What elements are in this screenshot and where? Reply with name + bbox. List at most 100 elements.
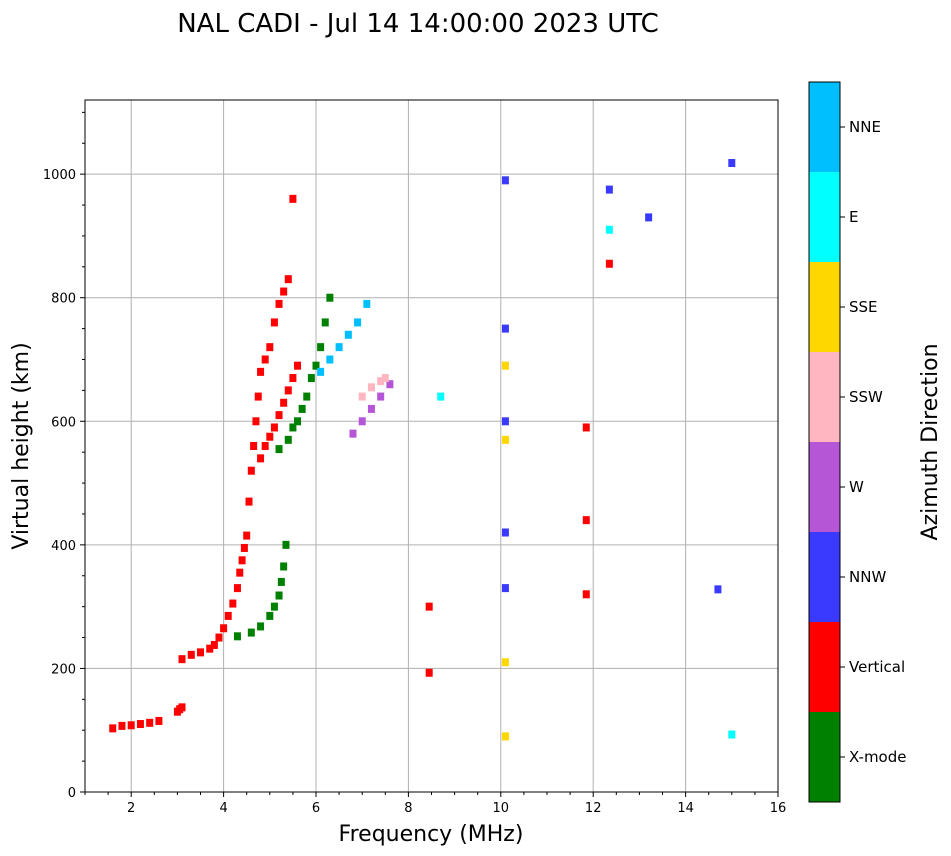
data-point-vertical <box>257 454 265 463</box>
data-point-vertical <box>197 648 204 657</box>
colorbar-swatch-nne <box>809 82 840 172</box>
x-tick-label: 16 <box>770 801 787 816</box>
x-tick-label: 14 <box>677 801 694 816</box>
data-point-w <box>367 404 375 413</box>
data-point-vertical <box>109 724 117 733</box>
x-axis: 2 4 6 8 10 12 14 16 <box>84 792 787 816</box>
data-point-vertical <box>224 611 232 620</box>
colorbar-frame <box>808 81 841 803</box>
data-point-x-mode <box>294 417 302 426</box>
y-tick-label: 0 <box>68 786 76 801</box>
data-point-ssw <box>367 383 375 392</box>
x-tick-label: 6 <box>312 801 320 816</box>
data-point-vertical <box>178 655 186 664</box>
x-tick-label: 2 <box>127 801 135 816</box>
colorbar-tick-label: X-mode <box>849 748 906 766</box>
data-point-vertical <box>240 543 248 552</box>
data-point-sse <box>501 658 509 667</box>
data-point-x-mode <box>326 293 334 302</box>
data-point-nnw <box>605 185 613 194</box>
data-point-nne <box>363 299 371 308</box>
data-point-vertical <box>215 633 223 642</box>
colorbar-tick-label: SSE <box>849 298 878 316</box>
colorbar-swatch-e <box>809 172 840 262</box>
data-point-e <box>605 225 613 234</box>
data-point-nnw <box>714 585 722 594</box>
data-point-vertical <box>582 423 590 432</box>
data-point-vertical <box>261 355 269 364</box>
data-point-x-mode <box>275 445 283 454</box>
data-point-sse <box>501 732 509 741</box>
data-point-vertical <box>261 442 269 450</box>
data-point-vertical <box>280 398 288 407</box>
data-point-x-mode <box>284 435 292 444</box>
data-point-x-mode <box>321 318 329 327</box>
data-point-vertical <box>245 497 253 506</box>
data-point-vertical <box>206 644 214 653</box>
data-point-x-mode <box>289 423 297 432</box>
chart-title: NAL CADI - Jul 14 14:00:00 2023 UTC <box>177 9 659 39</box>
x-axis-label: Frequency (MHz) <box>339 822 524 847</box>
data-point-vertical <box>247 466 255 475</box>
x-tick-label: 8 <box>404 801 412 816</box>
data-point-w <box>386 380 394 389</box>
x-tick-label: 10 <box>493 801 510 816</box>
data-point-vertical <box>425 602 433 611</box>
y-tick-label: 400 <box>51 539 76 554</box>
colorbar-label: Azimuth Direction <box>918 343 943 540</box>
data-point-vertical <box>238 556 246 565</box>
data-point-w <box>349 429 357 438</box>
data-point-e <box>437 392 445 401</box>
data-point-vertical <box>266 432 274 441</box>
data-point-nne <box>344 330 352 339</box>
data-point-vertical <box>178 703 186 712</box>
colorbar-swatch-nnw <box>809 532 840 622</box>
data-point-x-mode <box>266 611 274 620</box>
data-point-vertical <box>220 624 228 633</box>
data-point-nne <box>354 318 362 327</box>
colorbar-swatch-vertical <box>809 622 840 712</box>
data-point-vertical <box>187 650 195 659</box>
data-point-vertical <box>270 318 278 327</box>
data-point-w <box>377 392 385 401</box>
data-point-vertical <box>136 720 144 729</box>
data-point-w <box>358 417 366 426</box>
x-tick-label: 12 <box>585 801 602 816</box>
colorbar-swatch-ssw <box>809 352 840 442</box>
colorbar-tick-label: NNE <box>849 118 881 136</box>
data-point-nnw <box>645 213 653 222</box>
data-point-x-mode <box>257 622 265 631</box>
colorbar-tick-label: NNW <box>849 568 886 586</box>
data-point-vertical <box>118 721 126 730</box>
data-point-vertical <box>284 386 292 395</box>
data-point-vertical <box>243 531 251 540</box>
colorbar-tick-label: Vertical <box>849 658 905 676</box>
data-point-vertical <box>582 516 590 525</box>
data-point-vertical <box>605 259 613 268</box>
colorbar-swatch-sse <box>809 262 840 352</box>
colorbar-swatch-x-mode <box>809 712 840 802</box>
data-point-nnw <box>501 324 509 333</box>
data-point-ssw <box>377 377 385 386</box>
data-point-vertical <box>257 367 265 376</box>
data-point-sse <box>501 435 509 444</box>
data-point-e <box>728 730 736 739</box>
data-point-vertical <box>289 374 297 383</box>
data-point-vertical <box>254 392 262 401</box>
data-point-vertical <box>284 275 292 284</box>
data-point-nne <box>326 355 334 364</box>
data-point-vertical <box>229 599 237 608</box>
data-point-vertical <box>252 417 260 426</box>
data-point-x-mode <box>270 602 278 611</box>
data-point-vertical <box>210 640 218 649</box>
data-point-vertical <box>582 590 590 599</box>
data-point-nne <box>335 343 343 352</box>
data-point-x-mode <box>312 361 320 370</box>
y-tick-label: 600 <box>51 415 76 430</box>
data-point-x-mode <box>233 632 241 641</box>
data-point-vertical <box>289 194 297 203</box>
y-tick-label: 800 <box>51 292 76 307</box>
data-point-sse <box>501 361 509 370</box>
grid-lines <box>85 100 779 792</box>
data-point-vertical <box>275 411 283 420</box>
